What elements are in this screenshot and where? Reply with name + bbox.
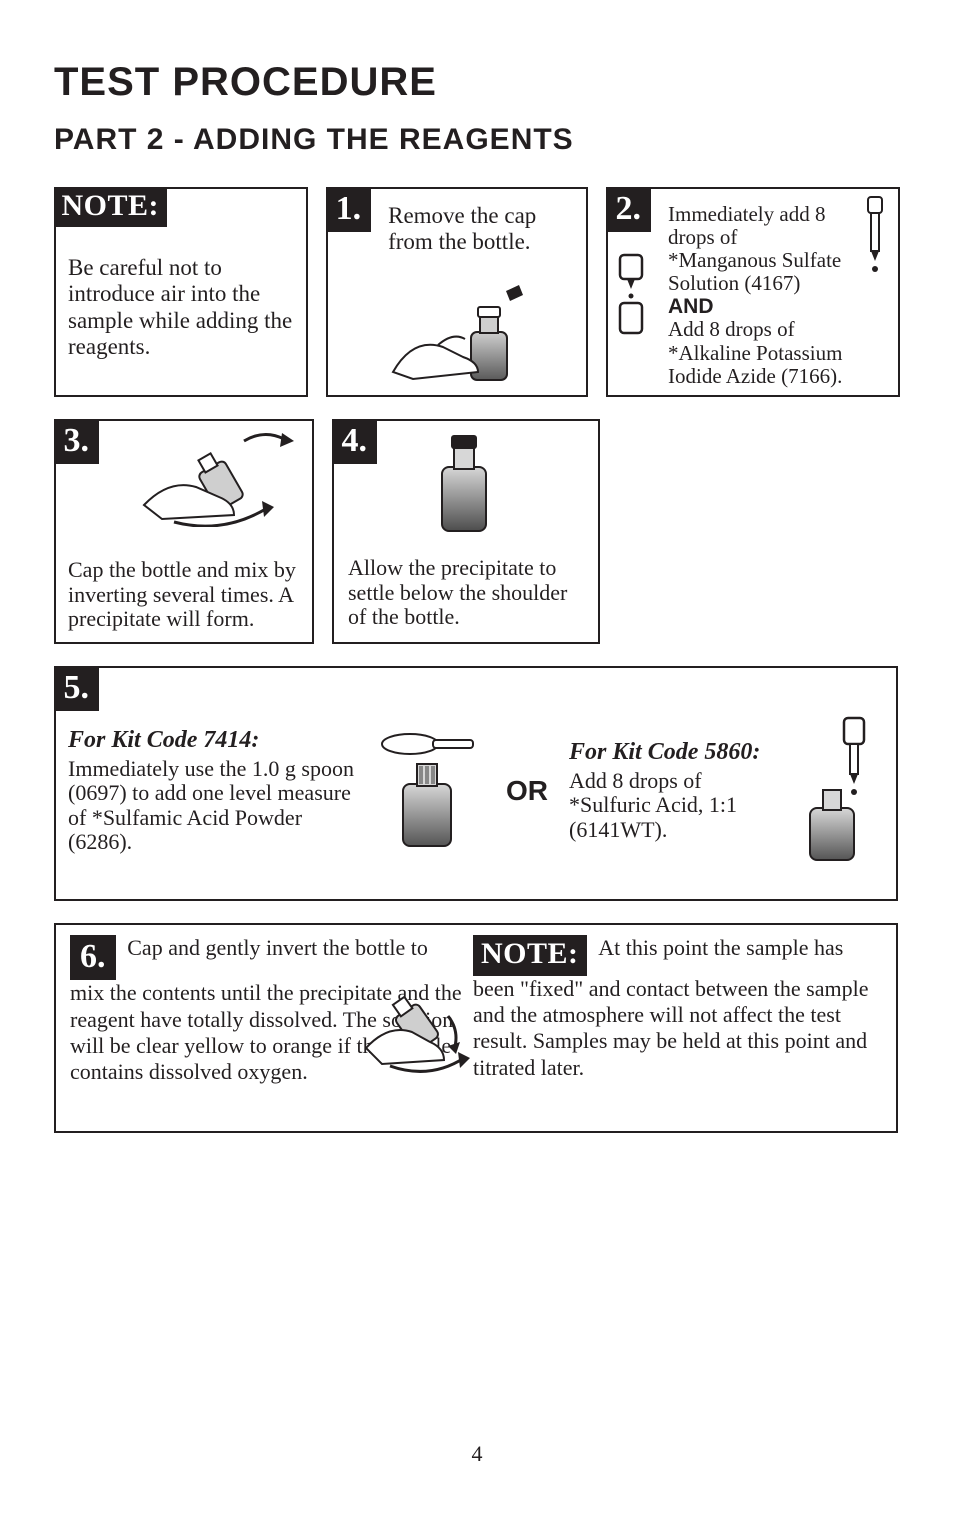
- step-3-text: Cap the bottle and mix by inverting seve…: [68, 558, 300, 632]
- step-2-line2: Add 8 drops of *Alkaline Potassium Iodid…: [668, 317, 842, 387]
- kit-b-text: Add 8 drops of *Sulfuric Acid, 1:1 (6141…: [569, 769, 784, 843]
- step-4-text: Allow the precipitate to settle below th…: [348, 556, 584, 630]
- step-5-num: 5.: [54, 666, 100, 711]
- step-6-num: 6.: [70, 935, 116, 980]
- row-2: 3. Cap the bottle and mix by inverting s…: [54, 419, 900, 644]
- step-6-note-badge: NOTE:: [473, 935, 587, 976]
- spoon-bottle-icon: [375, 726, 485, 856]
- dropper-bottle-icon: [796, 716, 876, 866]
- kit-b-title: For Kit Code 5860:: [569, 739, 784, 767]
- note-box-a: NOTE: Be careful not to introduce air in…: [54, 187, 308, 397]
- kit-a-text: Immediately use the 1.0 g spoon (0697) t…: [68, 757, 363, 856]
- or-label: OR: [497, 775, 557, 807]
- step-2-line1: Immediately add 8 drops of *Manganous Su…: [668, 202, 841, 295]
- step-1-num: 1.: [326, 187, 372, 232]
- note-badge: NOTE:: [54, 187, 168, 228]
- row-3: 5. For Kit Code 7414: Immediately use th…: [54, 666, 900, 901]
- step-2-num: 2.: [606, 187, 652, 232]
- step-5-box: 5. For Kit Code 7414: Immediately use th…: [54, 666, 898, 901]
- row-1: NOTE: Be careful not to introduce air in…: [54, 187, 900, 397]
- invert-bottle-icon: [134, 427, 304, 527]
- step-3-num: 3.: [54, 419, 100, 464]
- step-1-text: Remove the cap from the bottle.: [388, 203, 574, 256]
- invert-mix-icon: [360, 976, 475, 1086]
- dropper-icon: [858, 195, 892, 285]
- step-3-box: 3. Cap the bottle and mix by inverting s…: [54, 419, 314, 644]
- step-1-box: 1. Remove the cap from the bottle.: [326, 187, 588, 397]
- step-6-box: 6. Cap and gently invert the bottle to m…: [54, 923, 898, 1133]
- step-2-and: AND: [668, 295, 714, 318]
- page-number: 4: [0, 1441, 954, 1467]
- step-2-box: 2. Immediately add 8 drops of *Manganous…: [606, 187, 900, 397]
- row-4: 6. Cap and gently invert the bottle to m…: [54, 923, 900, 1133]
- step-4-box: 4. Allow the precipitate to settle below…: [332, 419, 600, 644]
- bottle-small-icon: [616, 251, 646, 341]
- step-4-num: 4.: [332, 419, 378, 464]
- remove-cap-icon: [383, 277, 533, 387]
- kit-a-title: For Kit Code 7414:: [68, 727, 363, 755]
- page-title: TEST PROCEDURE: [54, 60, 900, 105]
- settle-bottle-icon: [424, 429, 504, 539]
- page-subtitle: PART 2 - ADDING THE REAGENTS: [54, 123, 900, 157]
